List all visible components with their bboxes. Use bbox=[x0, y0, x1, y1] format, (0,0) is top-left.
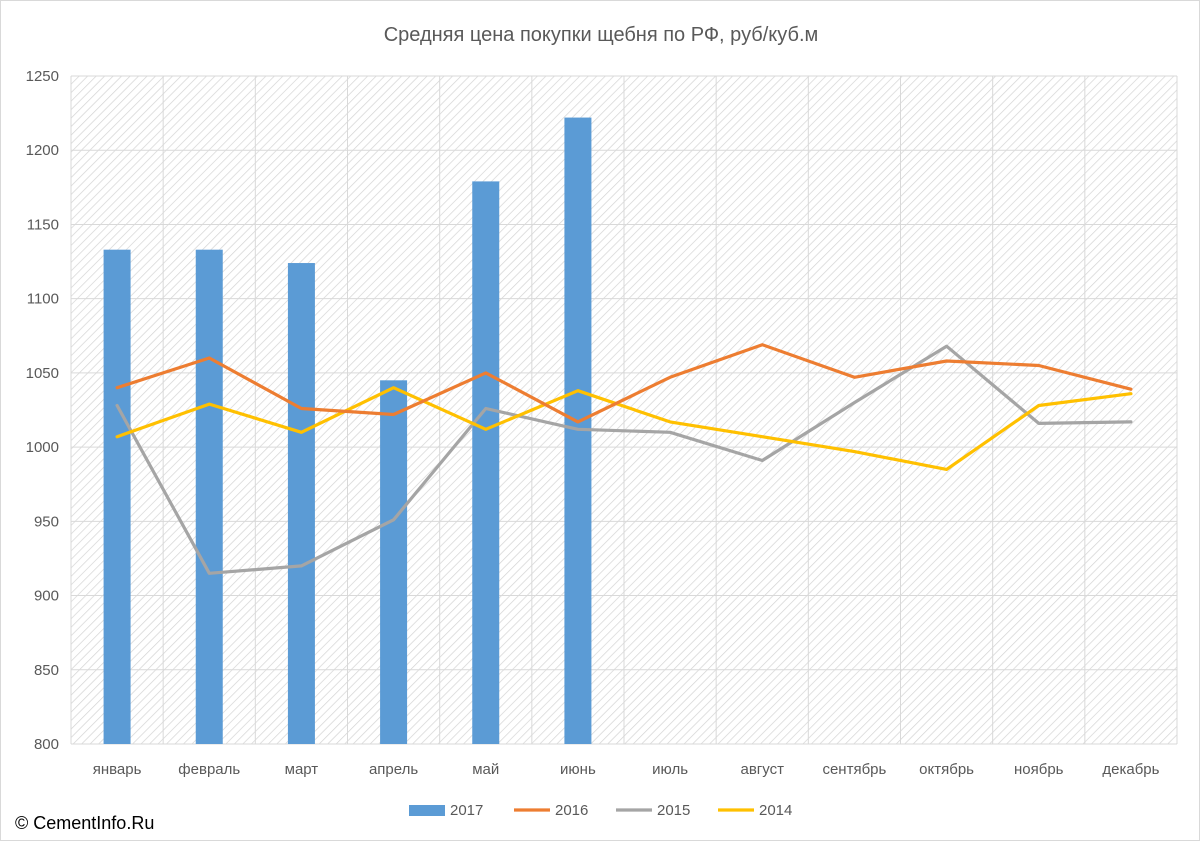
legend-label-2016: 2016 bbox=[555, 802, 588, 819]
chart-title: Средняя цена покупки щебня по РФ, руб/ку… bbox=[384, 24, 819, 46]
x-tick-label: май bbox=[472, 761, 499, 778]
x-tick-label: август bbox=[741, 761, 785, 778]
bar bbox=[472, 181, 500, 744]
x-tick-label: июль bbox=[652, 761, 688, 778]
bar bbox=[195, 249, 223, 744]
legend-swatch-2017 bbox=[409, 805, 445, 816]
legend: 2017 2016 2015 2014 bbox=[409, 802, 792, 819]
x-tick-label: сентябрь bbox=[822, 761, 886, 778]
series-line-2014 bbox=[115, 386, 1133, 471]
bar bbox=[287, 263, 315, 744]
y-tick-label: 1050 bbox=[26, 365, 59, 382]
series-line-2015 bbox=[115, 344, 1133, 575]
y-tick-label: 900 bbox=[34, 588, 59, 605]
y-tick-label: 1200 bbox=[26, 142, 59, 159]
y-tick-label: 1250 bbox=[26, 68, 59, 85]
y-tick-label: 950 bbox=[34, 513, 59, 530]
legend-label-2015: 2015 bbox=[657, 802, 690, 819]
y-tick-label: 1100 bbox=[27, 291, 59, 308]
bar bbox=[380, 380, 408, 744]
legend-label-2017: 2017 bbox=[450, 802, 483, 819]
x-tick-label: февраль bbox=[178, 761, 240, 778]
y-tick-label: 850 bbox=[34, 662, 59, 679]
x-tick-label: июнь bbox=[560, 761, 596, 778]
series-line-2016 bbox=[115, 343, 1133, 424]
y-tick-label: 800 bbox=[34, 736, 59, 753]
lines-layer bbox=[115, 343, 1133, 575]
x-tick-label: апрель bbox=[369, 761, 418, 778]
x-tick-label: декабрь bbox=[1102, 761, 1159, 778]
x-tick-label: октябрь bbox=[919, 761, 974, 778]
copyright-text: © CementInfo.Ru bbox=[15, 813, 155, 833]
x-axis: январь февраль март апрель май июнь июль август… bbox=[93, 761, 1160, 778]
bar bbox=[103, 249, 131, 744]
x-tick-label: январь bbox=[93, 761, 142, 778]
y-tick-label: 1000 bbox=[26, 439, 59, 456]
y-tick-label: 1150 bbox=[27, 216, 59, 233]
x-tick-label: март bbox=[285, 761, 319, 778]
bars-layer bbox=[103, 117, 592, 744]
legend-label-2014: 2014 bbox=[759, 802, 792, 819]
y-axis: 800 850 900 950 1000 1050 1100 1150 1200 1250 bbox=[26, 68, 59, 753]
x-tick-label: ноябрь bbox=[1014, 761, 1064, 778]
